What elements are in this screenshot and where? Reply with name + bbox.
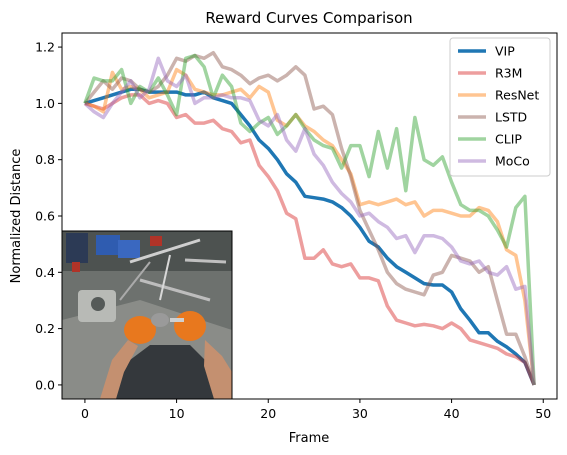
y-axis: 0.0 0.2 0.4 0.6 0.8 1.0 1.2: [35, 40, 62, 392]
inset-held-part: [151, 313, 169, 327]
legend: VIP R3M ResNet LSTD CLIP MoCo: [449, 37, 551, 177]
y-tick-label: 0.8: [35, 152, 55, 167]
y-tick-label: 0.6: [35, 209, 55, 224]
x-tick-label: 0: [81, 406, 89, 421]
inset-blue-part: [96, 235, 120, 255]
inset-red-part: [150, 236, 162, 246]
legend-label-vip: VIP: [495, 44, 515, 59]
legend-label-lstd: LSTD: [495, 110, 527, 125]
x-tick-label: 50: [535, 406, 551, 421]
inset-left-glove: [124, 316, 156, 344]
series-line-moco: [83, 56, 536, 386]
inset-right-arm: [204, 340, 232, 399]
x-tick-label: 20: [260, 406, 276, 421]
series-line-clip: [83, 53, 536, 385]
y-tick-label: 1.2: [35, 40, 55, 55]
legend-label-r3m: R3M: [495, 66, 522, 81]
chart-title: Reward Curves Comparison: [205, 9, 412, 27]
series-line-vip: [84, 87, 536, 386]
x-tick-label: 40: [444, 406, 460, 421]
series-line-r3m: [84, 93, 536, 386]
x-tick-label: 30: [352, 406, 368, 421]
legend-label-moco: MoCo: [495, 154, 530, 169]
x-tick-label: 10: [169, 406, 185, 421]
inset-right-glove: [174, 311, 206, 341]
inset-shirt: [110, 345, 226, 399]
x-axis-label: Frame: [289, 431, 330, 446]
y-tick-label: 0.4: [35, 265, 55, 280]
legend-label-resnet: ResNet: [495, 88, 539, 103]
inset-photo: [61, 230, 233, 400]
y-tick-label: 1.0: [35, 96, 55, 111]
series-line-resnet: [84, 67, 536, 386]
x-axis: 0 10 20 30 40 50: [81, 399, 551, 421]
y-tick-label: 0.0: [35, 377, 55, 392]
legend-box: [449, 37, 551, 177]
y-axis-label: Normalized Distance: [9, 149, 24, 284]
y-tick-label: 0.2: [35, 321, 55, 336]
series-layer: [83, 50, 536, 386]
legend-label-clip: CLIP: [495, 132, 522, 147]
series-line-lstd: [83, 50, 536, 386]
inset-left-arm: [100, 340, 138, 399]
